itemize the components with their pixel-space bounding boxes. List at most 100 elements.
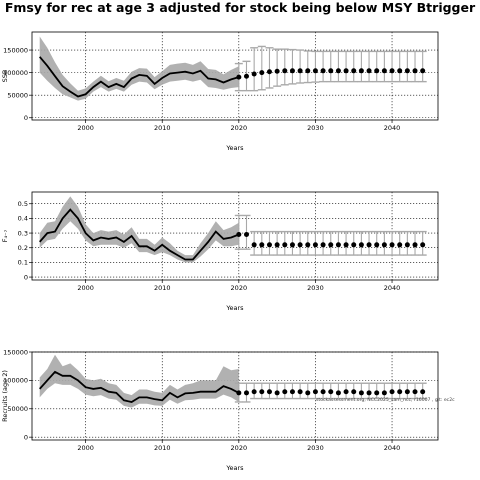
forecast-point <box>328 389 334 395</box>
forecast-point <box>343 68 349 74</box>
forecast-point <box>320 68 326 74</box>
forecast-point <box>236 232 242 238</box>
plot-frame <box>31 31 439 121</box>
x-tick-label: 2000 <box>77 284 94 292</box>
forecast-point <box>289 389 295 395</box>
forecast-point <box>312 389 318 395</box>
forecast-point <box>297 68 303 74</box>
forecast-point <box>381 68 387 74</box>
forecast-point <box>366 390 372 396</box>
forecast-point <box>335 68 341 74</box>
forecast-point <box>274 68 280 74</box>
y-tick-label: 50000 <box>7 405 28 413</box>
forecast-point <box>305 390 311 396</box>
plot-frame <box>31 191 439 281</box>
forecast-point <box>289 242 295 248</box>
forecast-point <box>251 242 257 248</box>
x-tick-label: 2030 <box>307 284 324 292</box>
forecast-point <box>328 68 334 74</box>
forecast-point <box>335 242 341 248</box>
x-axis-label: Years <box>225 144 244 152</box>
y-tick-label: 0.3 <box>18 229 28 237</box>
y-tick-label: 50000 <box>7 91 28 99</box>
forecast-point <box>320 389 326 395</box>
forecast-point <box>343 389 349 395</box>
y-axis-label: Recruits (age 2) <box>1 370 9 422</box>
estimate-line <box>39 56 240 98</box>
x-tick-label: 2010 <box>154 124 171 132</box>
forecast-point <box>374 242 380 248</box>
forecast-point <box>404 242 410 248</box>
forecast-point <box>374 390 380 396</box>
forecast-point <box>404 389 410 395</box>
x-tick-label: 2030 <box>307 124 324 132</box>
confidence-band <box>39 196 239 263</box>
x-tick-label: 2010 <box>154 284 171 292</box>
forecast-point <box>389 68 395 74</box>
stockassessment-annotation: stockassessment.org, NCC2025_sam_ncc, r1… <box>316 397 455 403</box>
forecast-point <box>236 74 242 80</box>
x-tick-label: 2030 <box>307 444 324 452</box>
y-axis-label: SSB <box>1 70 9 83</box>
forecast-point <box>366 68 372 74</box>
estimate-line <box>39 370 240 403</box>
forecast-point <box>243 73 249 79</box>
forecast-point <box>259 70 265 76</box>
x-tick-label: 2010 <box>154 444 171 452</box>
forecast-point <box>243 390 249 396</box>
forecast-point <box>297 242 303 248</box>
forecast-point <box>420 68 426 74</box>
forecast-point <box>305 68 311 74</box>
forecast-point <box>289 68 295 74</box>
confidence-band <box>39 36 239 101</box>
x-tick-label: 2040 <box>384 124 401 132</box>
forecast-point <box>305 242 311 248</box>
forecast-point <box>282 68 288 74</box>
x-axis-label: Years <box>225 464 244 472</box>
forecast-point <box>251 71 257 77</box>
x-axis-label: Years <box>225 304 244 312</box>
forecast-point <box>351 68 357 74</box>
estimate-line <box>39 208 240 261</box>
forecast-point <box>274 242 280 248</box>
x-tick-label: 2020 <box>231 284 248 292</box>
y-tick-label: 100000 <box>3 69 28 77</box>
forecast-point <box>266 242 272 248</box>
forecast-point <box>328 242 334 248</box>
forecast-point <box>282 242 288 248</box>
x-tick-label: 2000 <box>77 124 94 132</box>
y-tick-label: 0 <box>24 273 28 281</box>
forecast-point <box>236 390 242 396</box>
forecast-point <box>358 68 364 74</box>
confidence-band <box>39 354 239 408</box>
y-tick-label: 0.1 <box>18 259 28 267</box>
forecast-point <box>358 390 364 396</box>
y-tick-label: 0.2 <box>18 244 28 252</box>
x-tick-label: 2040 <box>384 444 401 452</box>
forecast-point <box>259 242 265 248</box>
forecast-point <box>282 389 288 395</box>
forecast-point <box>412 389 418 395</box>
forecast-point <box>412 68 418 74</box>
forecast-point <box>397 242 403 248</box>
forecast-point <box>397 68 403 74</box>
forecast-point <box>320 242 326 248</box>
forecast-point <box>266 389 272 395</box>
forecast-point <box>343 242 349 248</box>
forecast-point <box>274 390 280 396</box>
y-tick-label: 0.5 <box>18 200 28 208</box>
forecast-point <box>412 242 418 248</box>
forecast-point <box>366 242 372 248</box>
y-axis-label: F₄₋₇ <box>1 229 9 242</box>
x-tick-label: 2000 <box>77 444 94 452</box>
forecast-point <box>251 389 257 395</box>
forecast-point <box>420 389 426 395</box>
forecast-point <box>243 232 249 238</box>
x-tick-label: 2040 <box>384 284 401 292</box>
plot-frame <box>31 351 439 441</box>
forecast-point <box>420 242 426 248</box>
x-tick-label: 2020 <box>231 124 248 132</box>
forecast-point <box>335 390 341 396</box>
forecast-point <box>381 390 387 396</box>
